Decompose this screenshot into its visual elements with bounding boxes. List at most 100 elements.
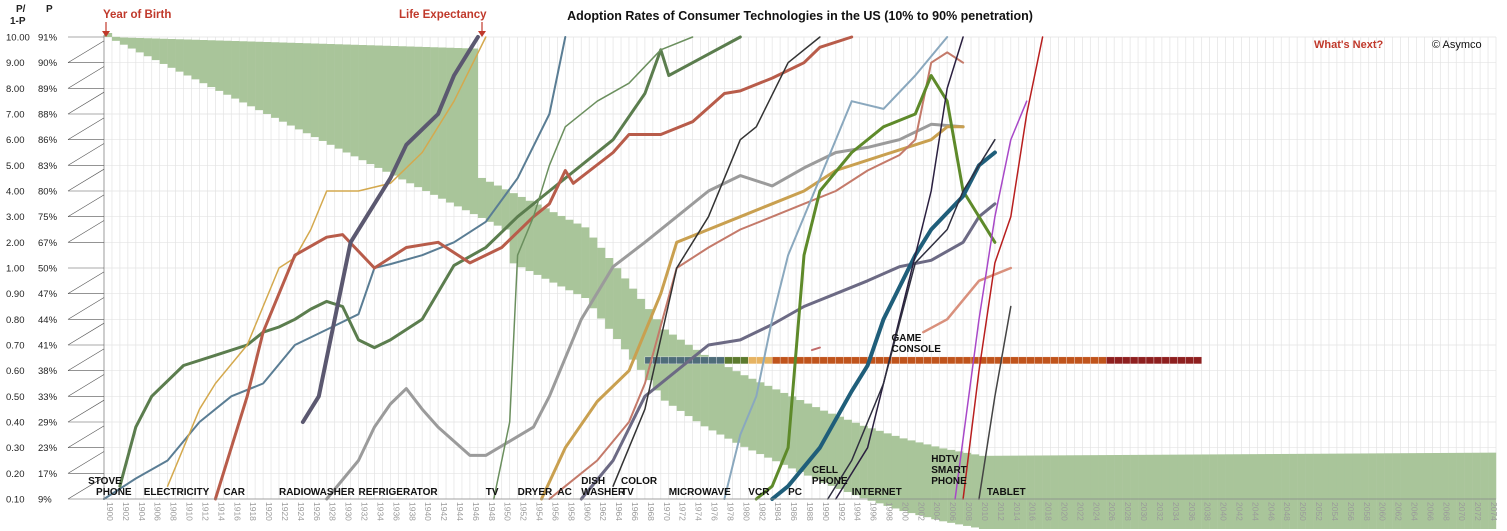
band-column (756, 382, 765, 455)
band-column (692, 349, 701, 422)
band-column (382, 45, 391, 172)
progress-bar-cell (764, 356, 773, 365)
x-tick-label: 1992 (837, 502, 847, 521)
band-column (565, 219, 574, 291)
band-column (469, 48, 479, 215)
band-column (191, 39, 200, 80)
x-tick-label: 1942 (439, 502, 449, 521)
x-tick-label: 1970 (662, 502, 672, 521)
band-column (1376, 453, 1385, 529)
technology-label: TABLET (987, 487, 1026, 498)
band-column (963, 452, 972, 526)
band-column (1384, 453, 1393, 529)
y-tick-label-p: 17% (38, 469, 58, 480)
progress-bar-cell (795, 356, 805, 365)
x-tick-label: 1974 (694, 502, 704, 521)
progress-bar-cell (875, 356, 884, 365)
technology-label: COLOR (621, 476, 658, 487)
progress-bar-cell (1185, 356, 1194, 365)
band-column (1018, 455, 1027, 529)
p-axis-header: P (46, 4, 53, 15)
y-tick-connector (67, 322, 105, 346)
band-column (772, 389, 781, 462)
technology-label: CAR (223, 487, 245, 498)
band-column (1058, 455, 1067, 529)
series-line (579, 202, 997, 501)
band-column (613, 268, 622, 340)
band-column (533, 204, 542, 275)
technology-label: HDTV (931, 454, 959, 465)
y-tick-connector (67, 117, 105, 140)
band-column (1424, 453, 1433, 529)
y-tick-connector (67, 399, 105, 423)
series-line (612, 36, 821, 487)
x-tick-label: 1914 (216, 502, 226, 521)
y-tick-connector (67, 348, 105, 371)
band-column (374, 45, 383, 168)
y-tick-label-p: 50% (38, 264, 58, 275)
band-column (708, 358, 717, 431)
x-tick-label: 2044 (1250, 502, 1260, 521)
band-column (931, 446, 940, 520)
x-tick-label: 1932 (360, 502, 370, 521)
band-column (1249, 454, 1258, 529)
x-tick-label: 2006 (948, 502, 958, 521)
x-tick-label: 2040 (1219, 502, 1229, 521)
y-tick-label-logit: 0.60 (6, 366, 25, 377)
x-tick-label: 1940 (423, 502, 433, 521)
x-tick-label: 1904 (137, 502, 147, 521)
series-line (540, 125, 965, 501)
band-column (621, 278, 630, 350)
band-column (223, 40, 232, 95)
y-tick-connector (67, 143, 105, 166)
band-column (398, 46, 407, 180)
technology-label: PHONE (96, 487, 132, 498)
band-column (1146, 454, 1155, 529)
band-column (119, 37, 129, 45)
x-tick-label: 2064 (1410, 502, 1420, 521)
band-column (875, 430, 884, 504)
progress-bar-cell (962, 356, 972, 365)
series-line (118, 35, 742, 488)
x-tick-label: 1964 (614, 502, 624, 521)
y-tick-label-logit: 7.00 (6, 110, 25, 121)
series-line (835, 36, 964, 500)
x-tick-label: 1968 (646, 502, 656, 521)
technology-label: CELL (812, 465, 838, 476)
series-line (213, 35, 854, 501)
y-tick-label-logit: 0.10 (6, 495, 25, 506)
y-tick-label-logit: 3.00 (6, 212, 25, 223)
x-tick-label: 1950 (503, 502, 513, 521)
band-column (294, 43, 304, 130)
progress-bar-cell (668, 356, 677, 365)
x-tick-label: 2072 (1473, 502, 1483, 521)
band-column (986, 455, 996, 529)
series-line (810, 346, 821, 352)
progress-bar-cell (1090, 356, 1099, 365)
band-column (740, 375, 749, 447)
band-column (994, 455, 1004, 529)
x-tick-label: 2038 (1203, 502, 1213, 521)
band-column (1472, 452, 1481, 529)
band-column (143, 38, 152, 57)
band-column (827, 413, 836, 486)
band-column (485, 181, 494, 222)
life-expectancy-arrowhead (478, 31, 486, 37)
x-tick-label: 1924 (296, 502, 306, 521)
band-column (199, 40, 208, 84)
y-tick-connector (67, 476, 105, 500)
band-column (1392, 453, 1401, 529)
series-line (166, 36, 487, 487)
chart-title: Adoption Rates of Consumer Technologies … (567, 9, 1033, 23)
band-column (1161, 454, 1171, 529)
technology-label: DRYER (518, 487, 553, 498)
y-tick-label-p: 44% (38, 315, 58, 326)
series-line (723, 36, 949, 500)
x-tick-label: 2070 (1457, 502, 1467, 521)
band-column (796, 400, 805, 473)
x-tick-label: 2016 (1028, 502, 1038, 521)
technology-label: WASHER (581, 487, 626, 498)
x-tick-label: 1916 (232, 502, 242, 521)
band-column (851, 422, 860, 496)
